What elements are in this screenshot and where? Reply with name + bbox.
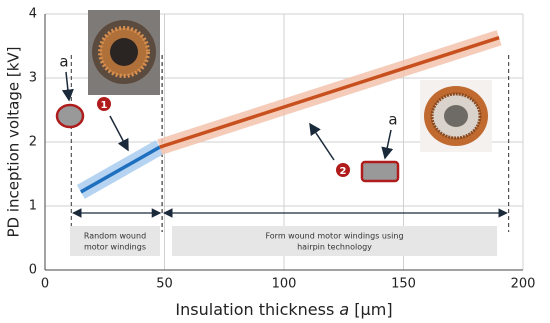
x-tick-label: 0 [41, 277, 49, 292]
region-label: Random wound [84, 232, 146, 241]
photo-hairpin [420, 80, 492, 152]
y-axis-label: PD inception voltage [kV] [5, 46, 23, 237]
y-tick-label: 0 [29, 263, 37, 278]
x-tick-label: 200 [511, 277, 536, 292]
region-label: hairpin technology [297, 243, 372, 252]
series-line [159, 36, 500, 149]
region-label: motor windings [84, 243, 146, 252]
y-tick-label: 2 [29, 135, 37, 150]
badge [336, 163, 350, 177]
arrow [381, 129, 394, 160]
x-axis-label: Insulation thickness a [μm] [175, 300, 392, 319]
a-label: a [388, 111, 397, 129]
insulation-icon [55, 103, 85, 129]
x-tick-label: 150 [391, 277, 416, 292]
insulation-icon [360, 160, 400, 183]
region-box [172, 226, 497, 256]
x-tick-label: 100 [272, 277, 297, 292]
a-label: a [59, 53, 68, 71]
arrow [309, 122, 335, 161]
badge [97, 97, 111, 111]
x-tick-label: 50 [156, 277, 173, 292]
region-box [70, 226, 160, 256]
y-tick-label: 3 [29, 71, 37, 86]
y-tick-label: 4 [29, 7, 37, 22]
badge-number: 1 [101, 100, 108, 111]
region-label: Form wound motor windings using [265, 232, 403, 241]
badge-number: 2 [340, 166, 347, 177]
y-tick-label: 1 [29, 199, 37, 214]
arrow [61, 71, 74, 102]
photo-stator [88, 10, 160, 95]
x-label-text: Insulation thickness [175, 300, 339, 319]
arrow [109, 115, 129, 152]
x-label-unit: [μm] [349, 300, 392, 319]
series-line [79, 145, 161, 194]
x-label-var: a [339, 300, 349, 319]
